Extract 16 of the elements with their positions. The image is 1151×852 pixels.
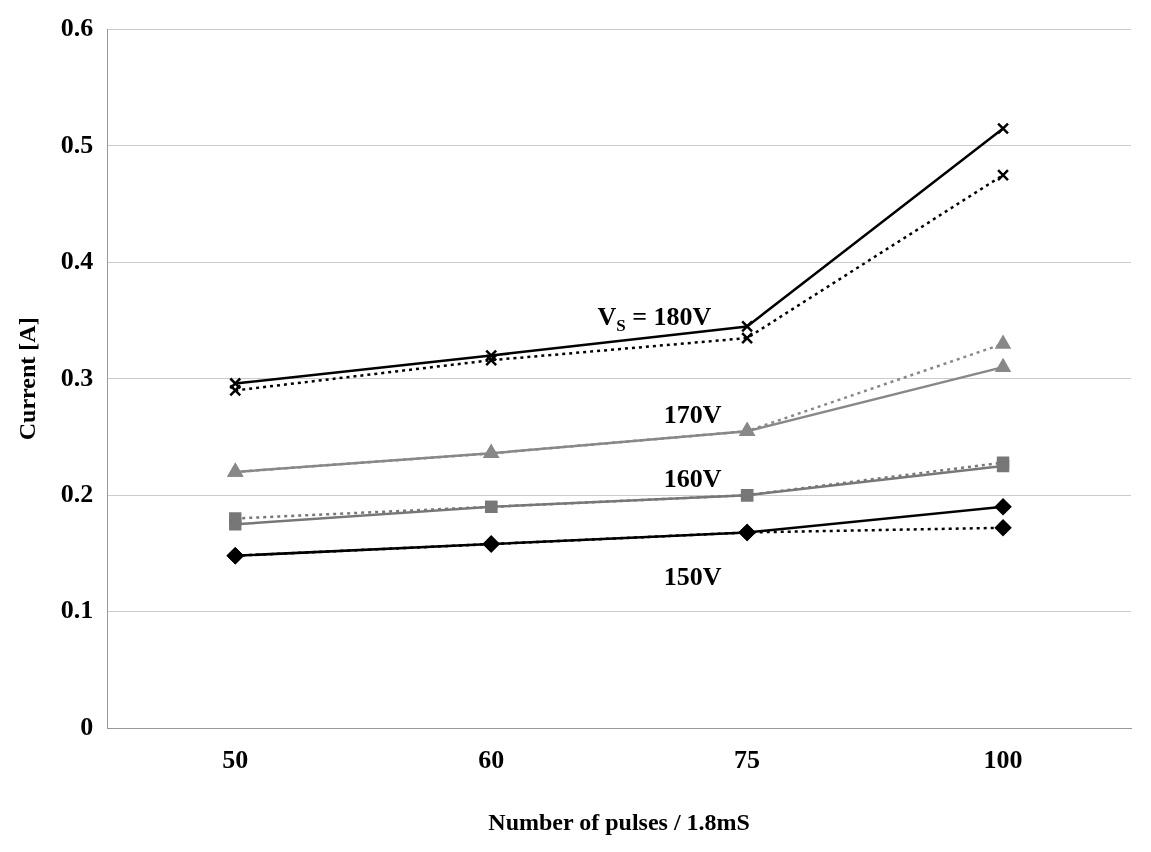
- x-axis-title: Number of pulses / 1.8mS: [488, 808, 750, 835]
- annotation: 160V: [663, 464, 722, 494]
- x-tick-label: 75: [734, 745, 761, 775]
- annotation: 150V: [663, 562, 722, 592]
- x-tick-label: 50: [222, 745, 249, 775]
- y-axis-title: Current [A]: [13, 317, 40, 441]
- y-tick-label: 0.3: [60, 362, 94, 392]
- x-tick-label: 60: [478, 745, 505, 775]
- y-tick-label: 0.2: [60, 478, 94, 508]
- y-tick-label: 0: [80, 711, 94, 741]
- y-tick-label: 0.1: [60, 595, 94, 625]
- y-tick-label: 0.4: [60, 246, 94, 276]
- x-tick-label: 100: [983, 745, 1023, 775]
- annotation: 170V: [663, 399, 722, 429]
- y-tick-label: 0.6: [60, 13, 94, 43]
- y-tick-label: 0.5: [60, 129, 94, 159]
